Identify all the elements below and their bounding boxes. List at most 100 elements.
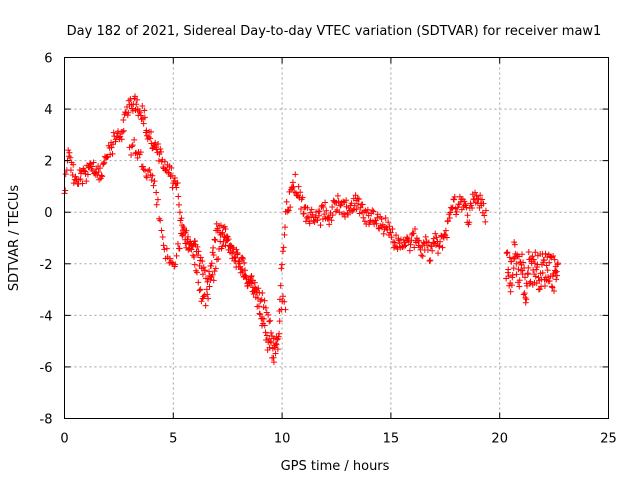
- data-point: [349, 208, 356, 215]
- x-axis-label: GPS time / hours: [281, 459, 390, 474]
- data-point: [424, 246, 431, 253]
- data-point: [541, 257, 548, 264]
- data-point: [439, 244, 446, 251]
- data-point: [403, 234, 410, 241]
- data-point: [411, 244, 418, 251]
- data-point: [143, 127, 150, 134]
- data-point: [153, 189, 160, 196]
- data-point: [206, 268, 213, 275]
- data-point: [195, 248, 202, 255]
- data-point: [370, 208, 377, 215]
- data-point: [519, 271, 526, 278]
- data-point: [146, 166, 153, 173]
- data-point: [260, 315, 267, 322]
- data-point: [319, 202, 326, 209]
- data-point: [350, 206, 357, 213]
- data-point: [482, 218, 489, 225]
- data-point: [385, 219, 392, 226]
- data-point: [208, 260, 215, 267]
- data-point: [536, 285, 543, 292]
- data-point: [148, 128, 155, 135]
- data-point: [427, 257, 434, 264]
- data-point: [511, 241, 518, 248]
- data-point: [110, 129, 117, 136]
- data-point: [109, 150, 116, 157]
- data-point: [523, 296, 530, 303]
- data-point: [141, 114, 148, 121]
- data-point: [475, 195, 482, 202]
- data-point: [230, 248, 237, 255]
- data-point: [454, 204, 461, 211]
- data-point: [210, 252, 217, 259]
- data-point: [469, 204, 476, 211]
- data-point: [196, 287, 203, 294]
- data-point: [387, 229, 394, 236]
- data-point: [446, 215, 453, 222]
- data-point: [396, 240, 403, 247]
- data-point: [194, 243, 201, 250]
- data-point: [163, 245, 170, 252]
- data-point: [399, 244, 406, 251]
- data-point: [477, 192, 484, 199]
- data-point: [539, 269, 546, 276]
- data-point: [410, 230, 417, 237]
- plot-frame: [64, 57, 609, 419]
- data-point: [443, 234, 450, 241]
- data-point: [309, 211, 316, 218]
- data-point: [140, 120, 147, 127]
- data-point: [279, 248, 286, 255]
- data-point: [187, 238, 194, 245]
- data-point: [80, 167, 87, 174]
- data-point: [65, 147, 72, 154]
- data-point: [541, 282, 548, 289]
- chart-title: Day 182 of 2021, Sidereal Day-to-day VTE…: [67, 24, 602, 39]
- data-point: [542, 250, 549, 257]
- y-tick-label: 4: [44, 103, 52, 118]
- data-point: [289, 185, 296, 192]
- data-point: [97, 165, 104, 172]
- data-point: [178, 215, 185, 222]
- data-point: [120, 127, 127, 134]
- data-point: [163, 166, 170, 173]
- data-point: [354, 195, 361, 202]
- data-point: [271, 344, 278, 351]
- data-point: [419, 253, 426, 260]
- x-tick-label: 15: [383, 432, 400, 447]
- data-point: [119, 128, 126, 135]
- data-point: [169, 259, 176, 266]
- data-point: [430, 239, 437, 246]
- data-point: [134, 154, 141, 161]
- data-point: [408, 237, 415, 244]
- data-point: [479, 209, 486, 216]
- data-point: [141, 107, 148, 114]
- data-point: [473, 192, 480, 199]
- data-point: [136, 109, 143, 116]
- data-point: [171, 175, 178, 182]
- data-point: [292, 171, 299, 178]
- data-point: [77, 176, 84, 183]
- data-point: [515, 266, 522, 273]
- data-point: [548, 283, 555, 290]
- data-point: [258, 296, 265, 303]
- data-point: [167, 173, 174, 180]
- data-point: [274, 336, 281, 343]
- data-point: [525, 264, 532, 271]
- data-point: [222, 242, 229, 249]
- data-point: [108, 144, 115, 151]
- data-point: [120, 116, 127, 123]
- data-point: [407, 241, 414, 248]
- data-point: [191, 261, 198, 268]
- data-point: [394, 245, 401, 252]
- data-point: [380, 230, 387, 237]
- data-point: [125, 109, 132, 116]
- data-point: [546, 259, 553, 266]
- data-point: [553, 276, 560, 283]
- data-point: [241, 259, 248, 266]
- data-point: [147, 135, 154, 142]
- data-point: [209, 271, 216, 278]
- data-point: [262, 329, 269, 336]
- data-point: [132, 93, 139, 100]
- data-point: [228, 250, 235, 257]
- data-point: [127, 96, 134, 103]
